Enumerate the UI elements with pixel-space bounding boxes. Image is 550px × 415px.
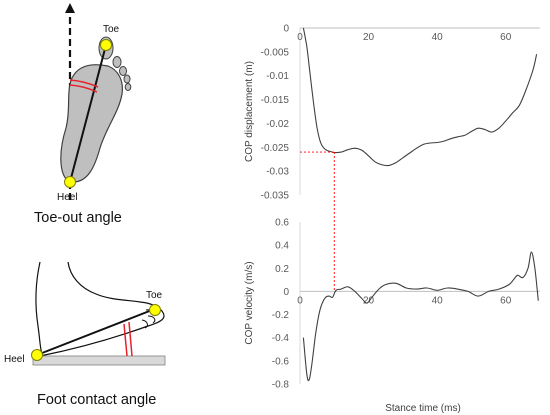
toe-label: Toe	[103, 24, 120, 35]
toe-out-caption: Toe-out angle	[34, 210, 122, 226]
y-tick-label: -0.035	[261, 191, 290, 202]
heel-marker	[31, 349, 43, 361]
y-tick-label: 0.2	[275, 264, 289, 275]
x-axis-label: Stance time (ms)	[385, 403, 461, 414]
toe-marker	[100, 39, 112, 51]
angle-mark	[128, 321, 133, 357]
y-tick-label: 0.6	[275, 218, 289, 229]
y-tick-label: -0.015	[261, 95, 290, 106]
foot-axis-line	[36, 309, 153, 356]
arrow-head-icon	[65, 3, 75, 13]
x-tick-label: 0	[297, 295, 303, 306]
leg-outline	[35, 261, 43, 355]
y-tick-label: -0.4	[272, 333, 290, 344]
heel-label: Heel	[57, 192, 78, 203]
y-tick-label: -0.01	[266, 71, 289, 82]
y-axis-label: COP displacement (m)	[244, 61, 255, 162]
foot-axis-line	[69, 44, 107, 183]
toe-shape	[124, 83, 132, 91]
y-tick-label: -0.2	[272, 310, 290, 321]
series-line	[302, 251, 539, 382]
leg-outline	[67, 261, 141, 303]
x-tick-label: 60	[500, 295, 512, 306]
heel-marker	[64, 176, 76, 188]
toe-shape	[112, 56, 122, 68]
toe-shape	[123, 74, 131, 84]
y-tick-label: 0.4	[275, 241, 289, 252]
x-tick-label: 40	[432, 295, 444, 306]
toe-out-illustration: Toe Heel	[57, 3, 132, 203]
cop-displacement-chart: 0 -0.005 -0.01 -0.015 -0.02 -0.025 -0.03 -0.035…	[244, 24, 540, 202]
contact-caption: Foot contact angle	[37, 392, 157, 408]
angle-mark	[69, 84, 98, 93]
y-tick-label: -0.025	[261, 143, 290, 154]
y-tick-label: -0.03	[266, 167, 289, 178]
y-tick-label: -0.005	[261, 47, 290, 58]
x-tick-label: 0	[297, 32, 303, 43]
series-line	[302, 27, 538, 167]
ground-surface	[32, 355, 166, 366]
x-tick-label: 60	[500, 32, 512, 43]
y-axis-label: COP velocity (m/s)	[244, 261, 255, 344]
guide-lines	[300, 151, 335, 292]
y-tick-label: -0.02	[266, 119, 289, 130]
angle-mark	[69, 79, 99, 88]
foot-sole-shape	[60, 64, 123, 183]
x-tick-label: 40	[432, 32, 444, 43]
contact-illustration: Toe Heel	[4, 261, 166, 366]
toe-marker	[149, 304, 161, 316]
y-tick-label: 0	[283, 24, 289, 35]
angle-mark	[123, 323, 128, 357]
toe-shape	[119, 66, 127, 76]
y-tick-label: 0	[283, 287, 289, 298]
heel-label: Heel	[4, 354, 25, 365]
y-tick-label: -0.8	[272, 380, 290, 391]
y-tick-label: -0.6	[272, 356, 290, 367]
toe-label: Toe	[146, 290, 163, 301]
x-tick-label: 20	[363, 32, 375, 43]
